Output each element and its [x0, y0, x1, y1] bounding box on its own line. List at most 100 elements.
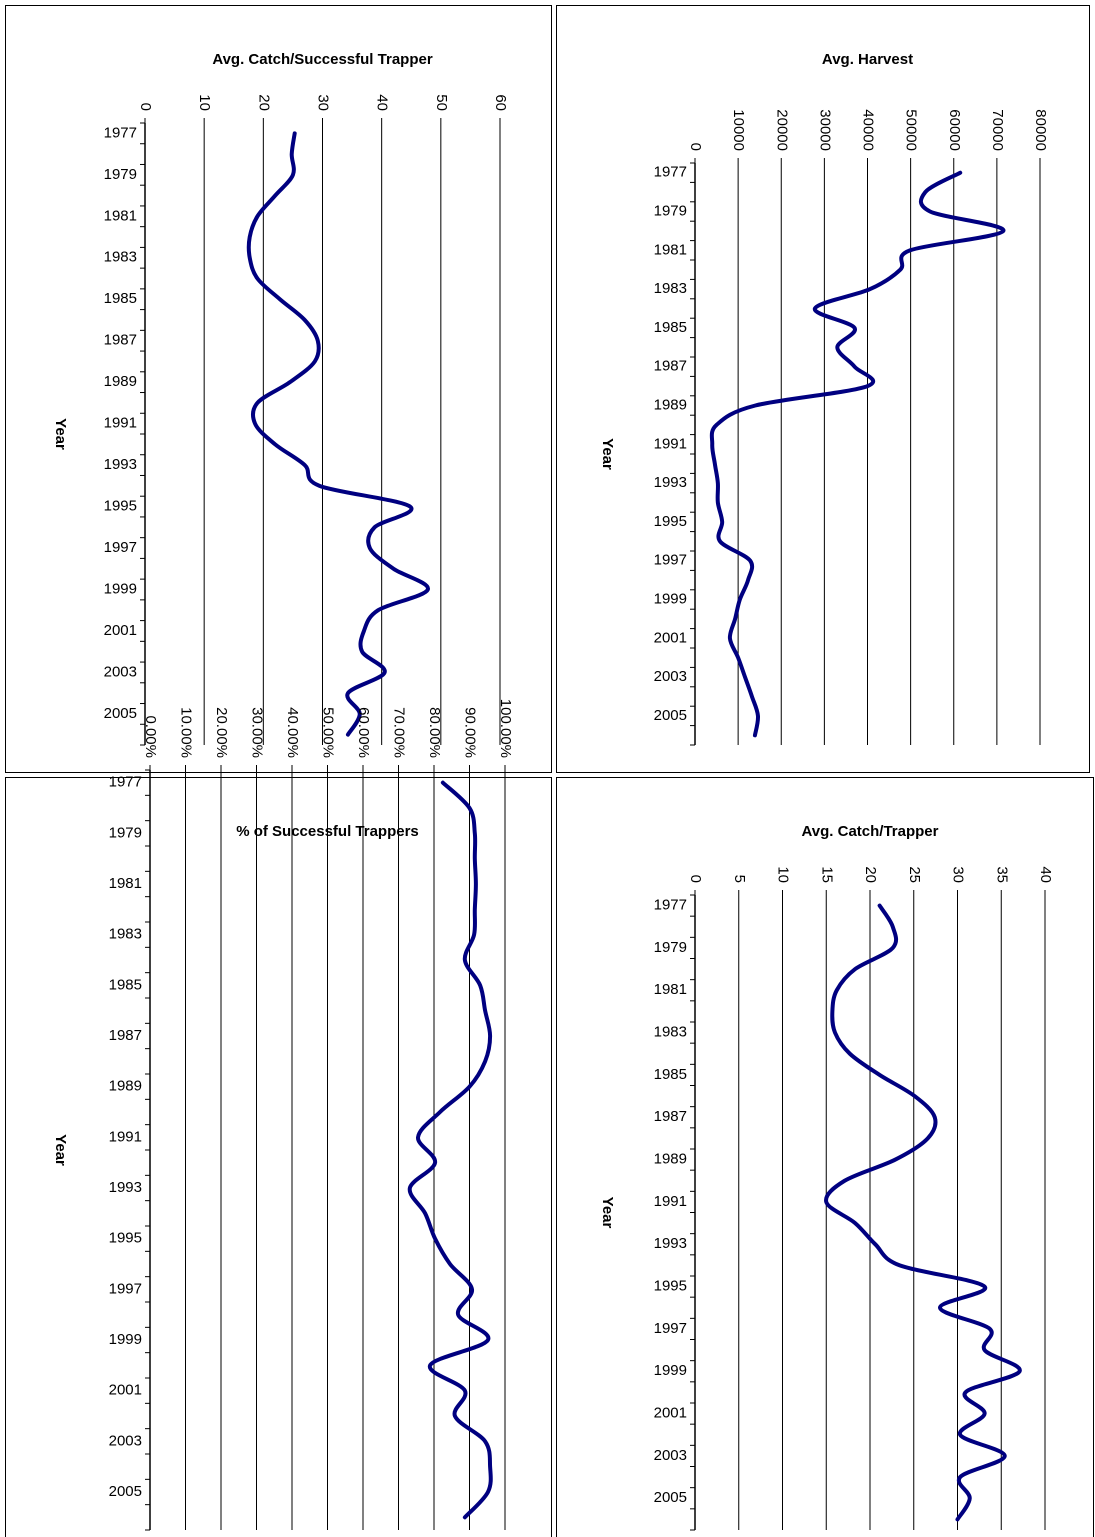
x-tick-label: 25 [906, 866, 923, 883]
y-tick-label: 2001 [654, 629, 687, 646]
y-tick-label: 2005 [654, 707, 687, 724]
x-tick-label: 60 [492, 94, 509, 111]
x-tick-label: 60000 [946, 109, 963, 151]
y-tick-label: 1987 [654, 1108, 687, 1125]
y-tick-label: 1991 [109, 1128, 142, 1145]
y-tick-label: 1981 [109, 875, 142, 892]
x-tick-label: 50 [433, 94, 450, 111]
data-line [246, 131, 430, 737]
y-tick-label: 2003 [109, 1432, 142, 1449]
y-tick-label: 1993 [654, 474, 687, 491]
x-tick-label: 10 [196, 94, 213, 111]
y-tick-label: 1981 [104, 207, 137, 224]
x-tick-label: 100.00% [497, 699, 514, 758]
y-tick-label: 1985 [109, 976, 142, 993]
y-tick-label: 2003 [104, 663, 137, 680]
y-tick-label: 1997 [654, 1320, 687, 1337]
x-tick-label: 40 [1037, 866, 1054, 883]
y-tick-label: 1977 [109, 774, 142, 791]
y-tick-label: 1979 [654, 939, 687, 956]
y-tick-label: 1983 [104, 249, 137, 266]
y-tick-label: 1993 [109, 1179, 142, 1196]
x-tick-label: 15 [818, 866, 835, 883]
y-tick-label: 1995 [654, 1278, 687, 1295]
y-tick-label: 1989 [654, 396, 687, 413]
y-tick-label: 2005 [104, 705, 137, 722]
x-tick-label: 50.00% [320, 707, 337, 758]
x-tick-label: 60.00% [355, 707, 372, 758]
y-tick-label: 1995 [104, 498, 137, 515]
y-tick-label: 1991 [654, 1193, 687, 1210]
y-tick-label: 2003 [654, 668, 687, 685]
x-tick-label: 5 [731, 875, 748, 883]
x-tick-label: 10.00% [178, 707, 195, 758]
x-tick-label: 10 [775, 866, 792, 883]
y-tick-label: 1985 [654, 319, 687, 336]
x-tick-label: 30000 [816, 109, 833, 151]
x-tick-label: 80.00% [426, 707, 443, 758]
y-tick-label: 1993 [654, 1235, 687, 1252]
panel-border [556, 777, 1094, 1537]
y-axis-label: Year [52, 1134, 69, 1166]
x-tick-label: 40000 [860, 109, 877, 151]
y-tick-label: 1995 [654, 513, 687, 530]
x-tick-label: 0 [687, 143, 704, 151]
y-tick-label: 1979 [654, 202, 687, 219]
y-tick-label: 1997 [104, 539, 137, 556]
x-tick-label: 20.00% [213, 707, 230, 758]
x-tick-label: 40.00% [284, 707, 301, 758]
x-tick-label: 70000 [989, 109, 1006, 151]
x-tick-label: 0 [137, 103, 154, 111]
y-tick-label: 1999 [104, 580, 137, 597]
y-tick-label: 2001 [654, 1405, 687, 1422]
y-tick-label: 1981 [654, 981, 687, 998]
y-tick-label: 1983 [109, 926, 142, 943]
chart-title: Avg. Catch/Trapper [802, 823, 939, 840]
data-line [824, 903, 1022, 1522]
y-tick-label: 1989 [109, 1078, 142, 1095]
y-tick-label: 2001 [104, 622, 137, 639]
chart-title: Avg. Catch/Successful Trapper [212, 51, 433, 68]
y-axis-label: Year [599, 438, 616, 470]
y-tick-label: 1987 [654, 358, 687, 375]
y-tick-label: 1995 [109, 1230, 142, 1247]
x-tick-label: 0 [687, 875, 704, 883]
x-tick-label: 20 [862, 866, 879, 883]
y-tick-label: 1997 [109, 1280, 142, 1297]
x-tick-label: 50000 [903, 109, 920, 151]
y-tick-label: 1989 [104, 373, 137, 390]
y-axis-label: Year [52, 418, 69, 450]
y-tick-label: 1987 [104, 332, 137, 349]
y-tick-label: 1983 [654, 1024, 687, 1041]
panel-border [556, 5, 1090, 773]
y-tick-label: 1989 [654, 1151, 687, 1168]
x-tick-label: 0.00% [142, 715, 159, 758]
y-tick-label: 1985 [654, 1066, 687, 1083]
x-tick-label: 30 [315, 94, 332, 111]
y-tick-label: 1985 [104, 290, 137, 307]
y-tick-label: 1999 [654, 590, 687, 607]
x-tick-label: 30 [950, 866, 967, 883]
data-line [709, 170, 1006, 738]
panel-border [5, 5, 552, 773]
y-tick-label: 2005 [654, 1489, 687, 1506]
y-tick-label: 1997 [654, 552, 687, 569]
panel-border [5, 777, 552, 1537]
y-tick-label: 1979 [109, 824, 142, 841]
chart-title: Avg. Harvest [822, 51, 913, 68]
y-tick-label: 1977 [104, 124, 137, 141]
y-tick-label: 1977 [654, 164, 687, 181]
y-axis-label: Year [599, 1197, 616, 1229]
x-tick-label: 20000 [773, 109, 790, 151]
x-tick-label: 10000 [730, 109, 747, 151]
y-tick-label: 2001 [109, 1382, 142, 1399]
y-tick-label: 1987 [109, 1027, 142, 1044]
y-tick-label: 1999 [654, 1362, 687, 1379]
x-tick-label: 30.00% [249, 707, 266, 758]
y-tick-label: 2003 [654, 1447, 687, 1464]
x-tick-label: 35 [993, 866, 1010, 883]
y-tick-label: 1983 [654, 280, 687, 297]
y-tick-label: 1977 [654, 897, 687, 914]
x-tick-label: 40 [374, 94, 391, 111]
